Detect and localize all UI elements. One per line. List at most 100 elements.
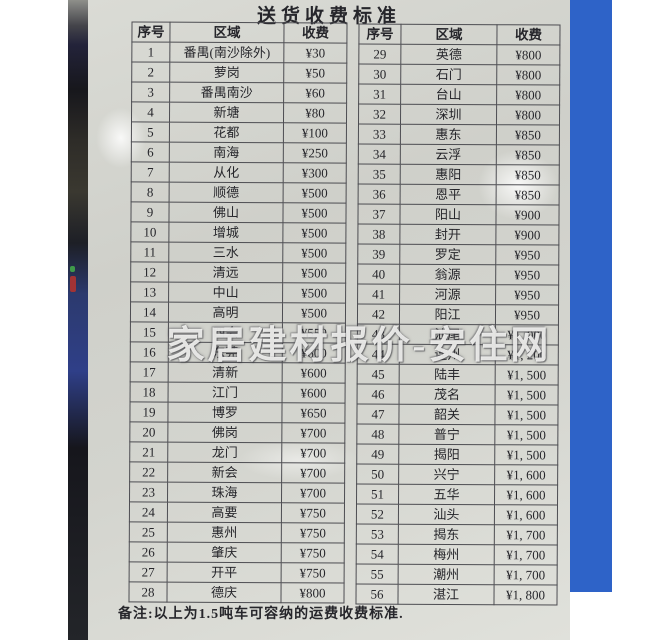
table-row: 14 高明 ¥500 bbox=[130, 301, 346, 324]
cell-no: 17 bbox=[130, 361, 169, 383]
table-row: 11 三水 ¥500 bbox=[130, 241, 346, 264]
cell-region: 汕尾 bbox=[399, 324, 496, 345]
cell-no: 23 bbox=[129, 481, 168, 503]
cell-fee: ¥500 bbox=[282, 222, 346, 244]
column-header-region: 区域 bbox=[169, 22, 285, 43]
cell-fee: ¥950 bbox=[495, 244, 559, 266]
paper-glare bbox=[96, 108, 146, 168]
cell-fee: ¥250 bbox=[283, 142, 347, 164]
table-row: 40 翁源 ¥950 bbox=[357, 263, 559, 286]
cell-no: 56 bbox=[355, 583, 399, 605]
table-row: 2 萝岗 ¥50 bbox=[131, 61, 347, 84]
cell-no: 52 bbox=[356, 503, 399, 525]
cell-fee: ¥500 bbox=[282, 282, 346, 304]
cell-no: 33 bbox=[358, 123, 401, 145]
cell-no: 55 bbox=[356, 563, 399, 585]
cell-no: 43 bbox=[357, 323, 400, 345]
column-header-fee: 收费 bbox=[283, 22, 348, 44]
cell-fee: ¥800 bbox=[496, 84, 560, 106]
cell-region: 河源 bbox=[399, 284, 496, 305]
cell-fee: ¥80 bbox=[283, 102, 347, 124]
cell-no: 27 bbox=[129, 561, 168, 583]
cell-region: 茂名 bbox=[399, 384, 496, 405]
cell-no: 47 bbox=[356, 403, 400, 425]
cell-no: 28 bbox=[128, 581, 168, 603]
cell-no: 32 bbox=[358, 103, 401, 125]
cell-fee: ¥60 bbox=[283, 82, 347, 104]
table-header-row: 序号 区域 收费 bbox=[358, 23, 561, 46]
cell-fee: ¥850 bbox=[496, 124, 560, 146]
cell-fee: ¥300 bbox=[283, 162, 347, 184]
table-row: 52 汕头 ¥1, 600 bbox=[356, 503, 558, 526]
cell-region: 高要 bbox=[167, 502, 282, 523]
cell-region: 陆丰 bbox=[399, 364, 496, 385]
cell-fee: ¥750 bbox=[281, 522, 345, 544]
cell-region: 德庆 bbox=[166, 582, 282, 603]
cell-region: 兴宁 bbox=[398, 464, 495, 485]
cell-no: 38 bbox=[357, 223, 400, 245]
cell-no: 13 bbox=[130, 281, 169, 303]
cell-no: 51 bbox=[356, 483, 399, 505]
cell-region: 顺德 bbox=[169, 182, 284, 203]
cell-no: 45 bbox=[357, 363, 400, 385]
cell-fee: ¥950 bbox=[495, 264, 559, 286]
paper-glare bbox=[478, 150, 558, 220]
cell-region: 深圳 bbox=[400, 104, 497, 125]
cell-no: 15 bbox=[130, 321, 169, 343]
cell-region: 韶关 bbox=[398, 404, 496, 425]
cell-no: 11 bbox=[130, 241, 169, 263]
cell-region: 揭东 bbox=[398, 524, 495, 545]
cell-region: 增城 bbox=[168, 222, 283, 243]
cell-region: 石门 bbox=[400, 64, 497, 85]
cell-region: 翁源 bbox=[399, 264, 496, 285]
cell-region: 佛山 bbox=[168, 202, 284, 223]
table-row: 25 惠州 ¥750 bbox=[129, 521, 345, 544]
cell-region: 番禺(南沙除外) bbox=[169, 42, 284, 63]
cell-region: 潮州 bbox=[398, 564, 495, 585]
table-row: 35 惠阳 ¥850 bbox=[358, 163, 560, 186]
cell-no: 1 bbox=[131, 41, 170, 63]
cell-fee: ¥900 bbox=[495, 224, 559, 246]
cell-region: 珠海 bbox=[167, 482, 282, 503]
cell-no: 44 bbox=[357, 343, 400, 365]
table-row: 54 梅州 ¥1, 700 bbox=[356, 543, 558, 566]
cell-fee: ¥100 bbox=[283, 122, 347, 144]
cell-region: 连州 bbox=[399, 344, 496, 365]
cell-fee: ¥700 bbox=[281, 422, 345, 444]
cell-region: 中山 bbox=[168, 282, 283, 303]
table-row: 55 潮州 ¥1, 700 bbox=[356, 563, 558, 586]
cell-region: 罗定 bbox=[399, 244, 496, 265]
cell-region: 阳江 bbox=[399, 304, 496, 325]
cell-no: 50 bbox=[356, 463, 399, 485]
cell-no: 26 bbox=[129, 541, 168, 563]
cell-fee: ¥1, 500 bbox=[495, 384, 559, 406]
cell-fee: ¥600 bbox=[282, 362, 346, 384]
price-list-paper: 送货收费标准 序号 区域 收费 1 番禺(南沙除外) ¥30 2 萝岗 ¥50 3 番禺南沙 ¥… bbox=[88, 0, 570, 640]
column-header-region: 区域 bbox=[400, 24, 498, 45]
cell-fee: ¥600 bbox=[282, 342, 346, 364]
column-header-no: 序号 bbox=[131, 21, 171, 43]
page-title: 送货收费标准 bbox=[256, 6, 401, 27]
paper-glare bbox=[238, 440, 358, 480]
cell-no: 53 bbox=[356, 523, 399, 545]
table-row: 37 阳山 ¥900 bbox=[357, 203, 560, 226]
table-row: 39 罗定 ¥950 bbox=[357, 243, 559, 266]
cell-no: 29 bbox=[358, 43, 401, 65]
cell-fee: ¥700 bbox=[281, 442, 345, 464]
blue-background-strip bbox=[570, 0, 612, 592]
cell-region: 五华 bbox=[398, 484, 495, 505]
cell-no: 2 bbox=[131, 61, 170, 83]
cell-no: 19 bbox=[129, 401, 169, 423]
table-row: 27 开平 ¥750 bbox=[129, 561, 345, 584]
cell-fee: ¥1, 800 bbox=[493, 584, 558, 606]
cell-region: 清远 bbox=[168, 262, 283, 283]
table-row: 3 番禺南沙 ¥60 bbox=[131, 81, 347, 104]
footer-note: 备注:以上为1.5吨车可容纳的运费收费标准. bbox=[118, 607, 404, 622]
cell-region: 东莞 bbox=[168, 342, 283, 363]
cell-fee: ¥800 bbox=[496, 44, 560, 66]
cell-no: 22 bbox=[129, 461, 168, 483]
table-row: 12 清远 ¥500 bbox=[130, 261, 346, 284]
table-row: 47 韶关 ¥1, 500 bbox=[356, 403, 559, 426]
table-row: 19 博罗 ¥650 bbox=[129, 401, 346, 424]
